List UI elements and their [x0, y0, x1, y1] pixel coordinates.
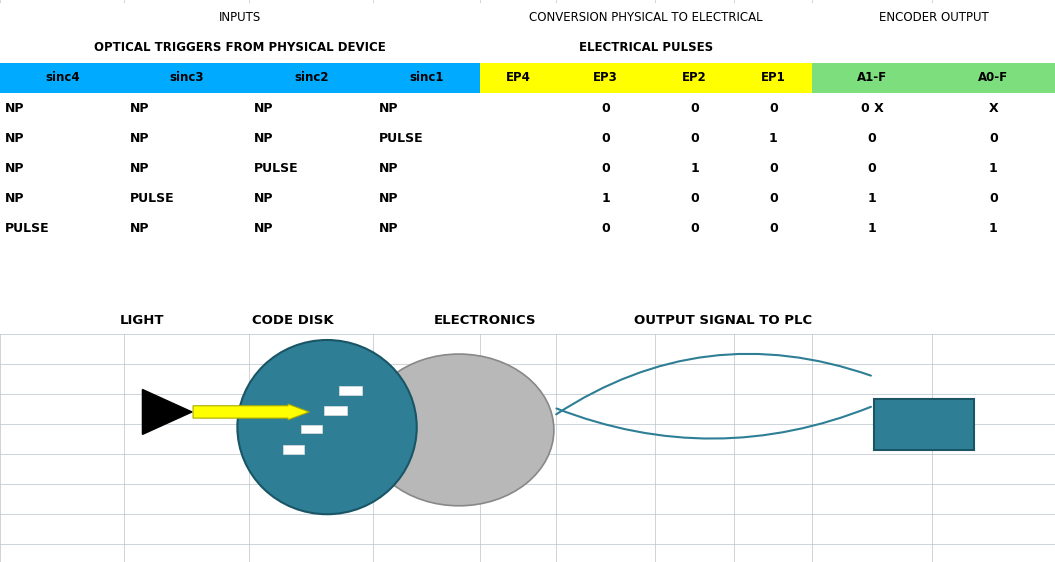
- Text: 1: 1: [601, 192, 610, 205]
- Text: NP: NP: [5, 162, 24, 175]
- Text: NP: NP: [5, 132, 24, 144]
- Bar: [301, 425, 322, 433]
- Text: EP1: EP1: [761, 71, 786, 84]
- Text: ENCODER OUTPUT: ENCODER OUTPUT: [879, 11, 989, 24]
- Bar: [249, 63, 373, 93]
- Text: NP: NP: [130, 162, 149, 175]
- Bar: [0, 183, 1055, 214]
- Bar: [0, 213, 1055, 243]
- Text: PULSE: PULSE: [5, 222, 50, 235]
- Bar: [324, 406, 347, 415]
- Text: 0: 0: [867, 132, 877, 144]
- Text: LIGHT: LIGHT: [120, 314, 165, 327]
- Bar: [373, 63, 480, 93]
- Text: 0: 0: [989, 132, 998, 144]
- Polygon shape: [142, 389, 192, 434]
- Text: 0: 0: [867, 162, 877, 175]
- Ellipse shape: [237, 340, 417, 514]
- Text: PULSE: PULSE: [130, 192, 174, 205]
- Bar: [812, 63, 932, 93]
- Text: NP: NP: [254, 192, 273, 205]
- Bar: [0, 303, 1055, 334]
- Text: NP: NP: [5, 102, 24, 115]
- Text: sinc2: sinc2: [294, 71, 328, 84]
- Text: NP: NP: [130, 222, 149, 235]
- Text: PULSE: PULSE: [254, 162, 299, 175]
- Text: NP: NP: [130, 102, 149, 115]
- Text: NP: NP: [379, 222, 398, 235]
- Text: EP2: EP2: [683, 71, 707, 84]
- Text: 0: 0: [769, 192, 778, 205]
- Bar: [283, 445, 304, 454]
- Bar: [0, 33, 1055, 63]
- Text: 1: 1: [769, 132, 778, 144]
- Text: NP: NP: [379, 102, 398, 115]
- Text: 1: 1: [989, 162, 998, 175]
- Text: 0: 0: [769, 102, 778, 115]
- Text: EP4: EP4: [505, 71, 531, 84]
- Text: 0: 0: [601, 102, 610, 115]
- Text: A0-F: A0-F: [978, 71, 1009, 84]
- Text: 0: 0: [769, 222, 778, 235]
- Text: PULSE: PULSE: [379, 132, 423, 144]
- Bar: [0, 123, 1055, 153]
- Text: ELECTRONICS: ELECTRONICS: [434, 314, 537, 327]
- Text: OUTPUT SIGNAL TO PLC: OUTPUT SIGNAL TO PLC: [634, 314, 811, 327]
- Text: NP: NP: [379, 162, 398, 175]
- Text: 0 X: 0 X: [861, 102, 883, 115]
- Text: OPTICAL TRIGGERS FROM PHYSICAL DEVICE: OPTICAL TRIGGERS FROM PHYSICAL DEVICE: [94, 42, 386, 55]
- Bar: [0, 153, 1055, 183]
- Text: 0: 0: [690, 222, 699, 235]
- Bar: [0, 273, 1055, 303]
- Text: 1: 1: [867, 222, 877, 235]
- Text: 0: 0: [601, 222, 610, 235]
- Text: CONVERSION PHYSICAL TO ELECTRICAL: CONVERSION PHYSICAL TO ELECTRICAL: [530, 11, 763, 24]
- Text: 0: 0: [769, 162, 778, 175]
- Text: NP: NP: [254, 222, 273, 235]
- Text: 1: 1: [989, 222, 998, 235]
- Bar: [0, 243, 1055, 273]
- Bar: [556, 63, 655, 93]
- Text: X: X: [989, 102, 998, 115]
- Text: NP: NP: [379, 192, 398, 205]
- Text: CODE DISK: CODE DISK: [252, 314, 334, 327]
- Bar: [0, 63, 124, 93]
- Text: 0: 0: [690, 192, 699, 205]
- Text: NP: NP: [254, 132, 273, 144]
- Text: EP3: EP3: [593, 71, 618, 84]
- Text: NP: NP: [254, 102, 273, 115]
- Bar: [874, 399, 974, 450]
- Text: sinc3: sinc3: [170, 71, 204, 84]
- Text: INPUTS: INPUTS: [218, 11, 262, 24]
- Text: sinc1: sinc1: [409, 71, 444, 84]
- Bar: [932, 63, 1055, 93]
- Text: 1: 1: [867, 192, 877, 205]
- Text: sinc4: sinc4: [45, 71, 79, 84]
- FancyArrow shape: [193, 404, 309, 420]
- Bar: [339, 386, 362, 395]
- Text: NP: NP: [130, 132, 149, 144]
- Bar: [124, 63, 249, 93]
- Bar: [0, 3, 1055, 33]
- Bar: [655, 63, 734, 93]
- Text: A1-F: A1-F: [857, 71, 887, 84]
- Text: 0: 0: [601, 162, 610, 175]
- Bar: [0, 93, 1055, 123]
- Text: 0: 0: [601, 132, 610, 144]
- Text: 1: 1: [690, 162, 699, 175]
- Bar: [734, 63, 812, 93]
- Text: ELECTRICAL PULSES: ELECTRICAL PULSES: [579, 42, 713, 55]
- Text: 0: 0: [690, 132, 699, 144]
- Text: NP: NP: [5, 192, 24, 205]
- Text: 0: 0: [989, 192, 998, 205]
- Bar: [480, 63, 556, 93]
- Ellipse shape: [364, 354, 554, 506]
- Text: 0: 0: [690, 102, 699, 115]
